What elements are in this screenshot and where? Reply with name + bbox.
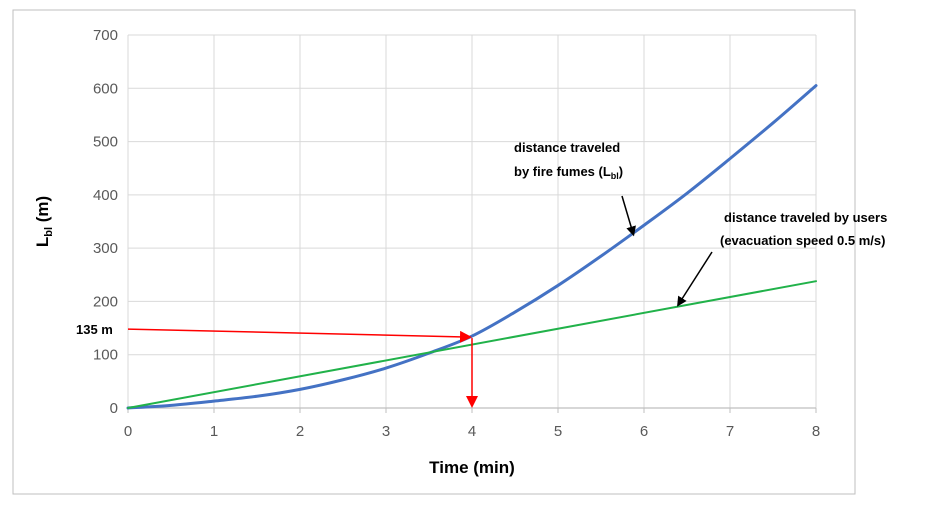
x-tick-label: 0 <box>124 423 132 440</box>
y-tick-label: 100 <box>93 347 118 364</box>
x-tick-label: 6 <box>640 423 648 440</box>
y-axis-title-sub: bl <box>43 227 55 237</box>
chart-border <box>12 9 856 495</box>
x-tick-label: 2 <box>296 423 304 440</box>
users-label-line-1: distance traveled by users <box>724 210 887 225</box>
y-tick-label: 700 <box>93 27 118 44</box>
y-tick-label: 400 <box>93 187 118 204</box>
y-tick-label: 0 <box>110 400 118 417</box>
annotations: distance traveled by fire fumes (Lbl) dist… <box>514 140 887 307</box>
x-tick-label: 8 <box>812 423 820 440</box>
x-tick-label: 3 <box>382 423 390 440</box>
marker-arrows: 135 m <box>76 322 478 408</box>
y-tick-label: 300 <box>93 240 118 257</box>
fumes-label-sub: bl <box>611 171 619 181</box>
series-line-1 <box>126 84 818 410</box>
y-axis-title: Lbl (m) <box>33 196 55 247</box>
y-tick-label: 600 <box>93 80 118 97</box>
fumes-arrow <box>621 195 636 237</box>
fumes-label-close: ) <box>619 164 623 179</box>
y-axis-title-unit: (m) <box>33 196 52 227</box>
x-tick-label: 4 <box>468 423 476 440</box>
marker-label: 135 m <box>76 322 113 337</box>
axes: 0 100 200 300 400 500 600 700 0 1 2 3 4 5 6 7 8 Time (min… <box>33 27 820 477</box>
users-label-line-2: (evacuation speed 0.5 m/s) <box>720 233 885 248</box>
fumes-label-line-2: by fire fumes (Lbl) <box>514 164 623 181</box>
y-tick-label: 500 <box>93 134 118 151</box>
x-tick-label: 1 <box>210 423 218 440</box>
x-tick-label: 7 <box>726 423 734 440</box>
y-axis-title-main: L <box>33 237 52 247</box>
fumes-label-line-1: distance traveled <box>514 140 620 155</box>
x-axis-title: Time (min) <box>429 458 515 477</box>
gridlines <box>128 34 817 408</box>
marker-arrow-horizontal <box>127 328 472 343</box>
users-arrow <box>677 251 713 307</box>
y-tick-label: 200 <box>93 293 118 310</box>
x-tick-label: 5 <box>554 423 562 440</box>
fumes-label-text: by fire fumes (L <box>514 164 611 179</box>
